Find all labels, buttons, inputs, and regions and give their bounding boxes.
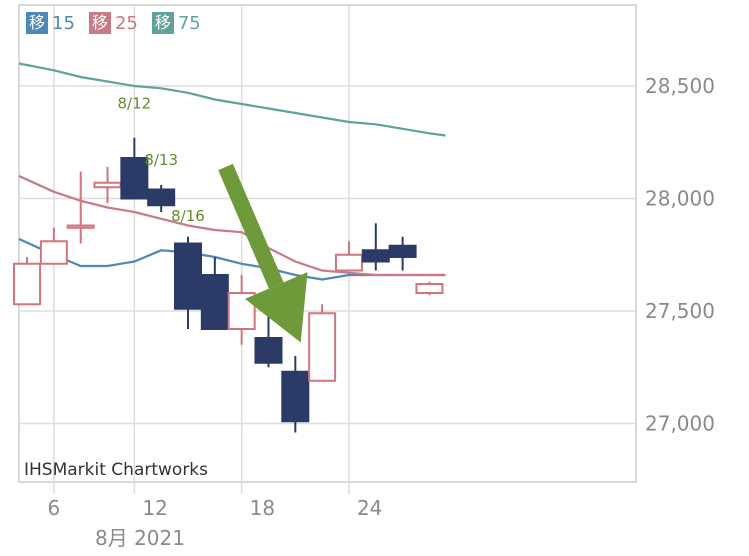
y-tick-label: 27,500: [645, 299, 715, 323]
candle: [334, 241, 363, 272]
candle: [200, 257, 229, 330]
candle: [415, 281, 444, 296]
legend-tag: 移: [26, 12, 49, 34]
y-tick-label: 28,500: [645, 74, 715, 98]
candle: [39, 227, 68, 265]
candle: [66, 171, 95, 244]
arrow-head: [245, 272, 308, 343]
y-tick-label: 28,000: [645, 187, 715, 211]
date-annotation: 8/16: [171, 207, 205, 225]
candle-body: [308, 312, 337, 382]
x-tick-label: 18: [250, 496, 275, 520]
candle: [361, 223, 390, 271]
legend-tag: 移: [88, 12, 111, 34]
plot-frame: [18, 4, 637, 483]
candle-body: [388, 244, 417, 258]
candle-body: [174, 242, 203, 310]
candle-body: [93, 181, 122, 189]
date-annotation: 8/13: [144, 151, 178, 169]
candle: [13, 257, 42, 306]
candle: [227, 275, 256, 345]
candle: [388, 236, 417, 271]
candle-body: [254, 337, 283, 364]
candle: [254, 311, 283, 368]
x-axis: 6 12 18 24 8月 2021: [48, 496, 383, 550]
candle: [120, 137, 149, 200]
legend-item-ma25[interactable]: 移 25: [88, 12, 138, 34]
y-axis: 28,500 28,000 27,500 27,000: [645, 74, 715, 436]
arrow-shaft: [218, 163, 284, 289]
legend-item-ma15[interactable]: 移 15: [26, 12, 75, 34]
date-annotations: 8/12 8/13 8/16: [118, 95, 205, 226]
x-tick-label: 12: [142, 496, 167, 520]
legend-item-ma75[interactable]: 移 75: [151, 12, 201, 34]
y-tick-label: 27,000: [645, 412, 715, 436]
candles: [13, 137, 444, 433]
date-annotation: 8/12: [118, 95, 152, 113]
candle-body: [120, 157, 149, 200]
chart-credit: IHSMarkit Chartworks: [24, 460, 209, 480]
candle: [281, 356, 310, 433]
ma-line-25: [18, 174, 446, 277]
candle-body: [13, 262, 42, 306]
legend-value: 25: [114, 12, 138, 34]
grid-lines: [18, 4, 637, 494]
candle: [174, 236, 203, 329]
moving-average-lines: [18, 62, 446, 281]
legend-tag: 移: [151, 12, 174, 34]
candle: [93, 167, 122, 203]
legend-value: 15: [52, 12, 75, 34]
ma-line-75: [18, 62, 446, 137]
candle: [308, 304, 337, 382]
candle-body: [200, 274, 229, 330]
trend-arrow: [218, 163, 308, 343]
candle-body: [227, 292, 256, 330]
legend: 移 15 移 25 移 75: [26, 12, 201, 34]
x-axis-sublabel: 8月 2021: [95, 526, 185, 550]
x-tick-label: 6: [48, 496, 61, 520]
candle-body: [66, 224, 95, 229]
candle-body: [281, 370, 310, 423]
x-tick-label: 24: [357, 496, 382, 520]
legend-value: 75: [177, 12, 201, 34]
candle-body: [334, 253, 363, 272]
candle-body: [415, 283, 444, 294]
candle-body: [39, 240, 68, 265]
candle: [147, 185, 176, 212]
candle-body: [361, 249, 390, 263]
candle-body: [147, 188, 176, 207]
